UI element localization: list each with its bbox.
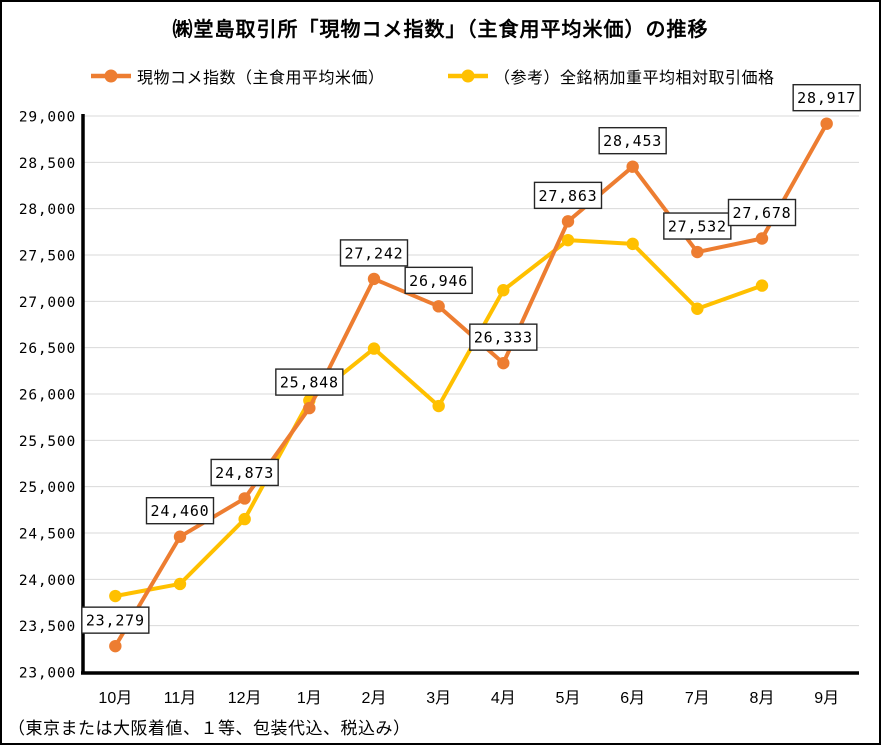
data-point-marker [755, 279, 769, 292]
data-point-marker [561, 233, 575, 247]
data-label: 27,532 [668, 218, 727, 236]
x-axis-month-label: 10月 [98, 690, 132, 707]
legend-item-weighted-avg-price: （参考）全銘柄加重平均相対取引価格 [445, 64, 775, 88]
y-axis-tick-label: 23,000 [19, 666, 76, 682]
data-label-box [145, 497, 215, 525]
data-point-marker [367, 272, 381, 286]
y-axis-tick-label: 27,500 [19, 249, 76, 265]
data-point-marker [691, 245, 704, 259]
data-label-box [210, 458, 279, 487]
data-label: 28,453 [603, 132, 662, 150]
y-axis-tick-label: 28,000 [19, 202, 76, 218]
data-label-box [533, 181, 603, 210]
data-label-box [469, 323, 538, 351]
y-axis-tick-label: 25,000 [19, 480, 76, 496]
legend-line-marker-yellow-icon [448, 69, 488, 83]
data-point-marker [238, 492, 251, 505]
data-label: 23,279 [86, 612, 145, 630]
data-point-marker [497, 356, 510, 370]
x-axis-month-label: 6月 [620, 690, 645, 707]
x-axis-month-label: 4月 [491, 690, 516, 707]
y-axis-tick-label: 24,500 [19, 527, 76, 543]
y-axis-tick-label: 28,500 [19, 156, 76, 172]
y-axis-tick-label: 26,000 [19, 388, 76, 404]
legend-item-spot-rice-index: 現物コメ指数（主食用平均米価） [88, 64, 385, 88]
x-axis-month-label: 8月 [750, 690, 775, 707]
y-axis-tick-label: 29,000 [19, 110, 76, 126]
x-axis-month-label: 5月 [556, 690, 581, 707]
x-axis-month-label: 12月 [228, 690, 262, 707]
x-axis-month-label: 7月 [685, 690, 710, 707]
data-point-marker [432, 399, 445, 413]
data-point-marker [691, 302, 704, 315]
data-label: 27,863 [539, 187, 598, 205]
y-axis-tick-label: 25,500 [19, 434, 76, 450]
x-axis-month-label: 2月 [362, 690, 387, 707]
data-label-box [404, 266, 473, 295]
y-axis-tick-label: 26,500 [19, 341, 76, 357]
data-point-marker [238, 512, 251, 526]
data-label: 26,333 [474, 329, 533, 347]
chart-title: ㈱堂島取引所「現物コメ指数」（主食用平均米価）の推移 [172, 19, 709, 41]
data-point-marker [173, 530, 187, 543]
data-label-box [727, 198, 797, 227]
data-point-marker [820, 117, 833, 130]
legend-line-marker-orange-icon [91, 69, 131, 83]
x-axis-month-label: 11月 [164, 690, 197, 707]
data-label: 24,460 [151, 502, 210, 520]
data-point-marker [109, 589, 122, 603]
legend-label: （参考）全銘柄加重平均相対取引価格 [494, 70, 775, 87]
data-point-marker [109, 639, 122, 653]
series-line [113, 121, 829, 649]
data-label-box [81, 606, 150, 634]
legend-label: 現物コメ指数（主食用平均米価） [137, 70, 385, 87]
data-label: 27,242 [345, 244, 404, 262]
data-label: 26,946 [409, 272, 468, 290]
data-label: 27,678 [733, 204, 792, 222]
footnote: （東京または大阪着値、１等、包装代込、税込み） [8, 719, 411, 738]
data-point-marker [173, 577, 187, 591]
data-label: 28,917 [797, 89, 856, 107]
data-point-marker [432, 300, 445, 313]
data-label-box [275, 368, 344, 396]
data-point-marker [561, 215, 575, 228]
data-point-marker [626, 160, 639, 173]
x-axis-month-label: 3月 [426, 690, 451, 707]
y-axis-tick-label: 27,000 [19, 295, 76, 311]
data-label: 24,873 [215, 464, 274, 482]
data-point-marker [755, 232, 769, 245]
data-point-marker [497, 284, 510, 297]
data-point-marker [303, 401, 316, 415]
y-axis-tick-label: 23,500 [19, 619, 76, 635]
data-label-box [339, 239, 409, 267]
data-point-marker [367, 342, 381, 355]
data-label-box [792, 83, 861, 112]
data-label: 25,848 [280, 374, 339, 392]
data-label-box [598, 126, 667, 155]
data-point-marker [626, 237, 639, 251]
data-label-box [663, 212, 732, 240]
x-axis-month-label: 9月 [814, 690, 839, 707]
x-axis-month-label: 1月 [297, 690, 322, 707]
y-axis-tick-label: 24,000 [19, 573, 76, 589]
